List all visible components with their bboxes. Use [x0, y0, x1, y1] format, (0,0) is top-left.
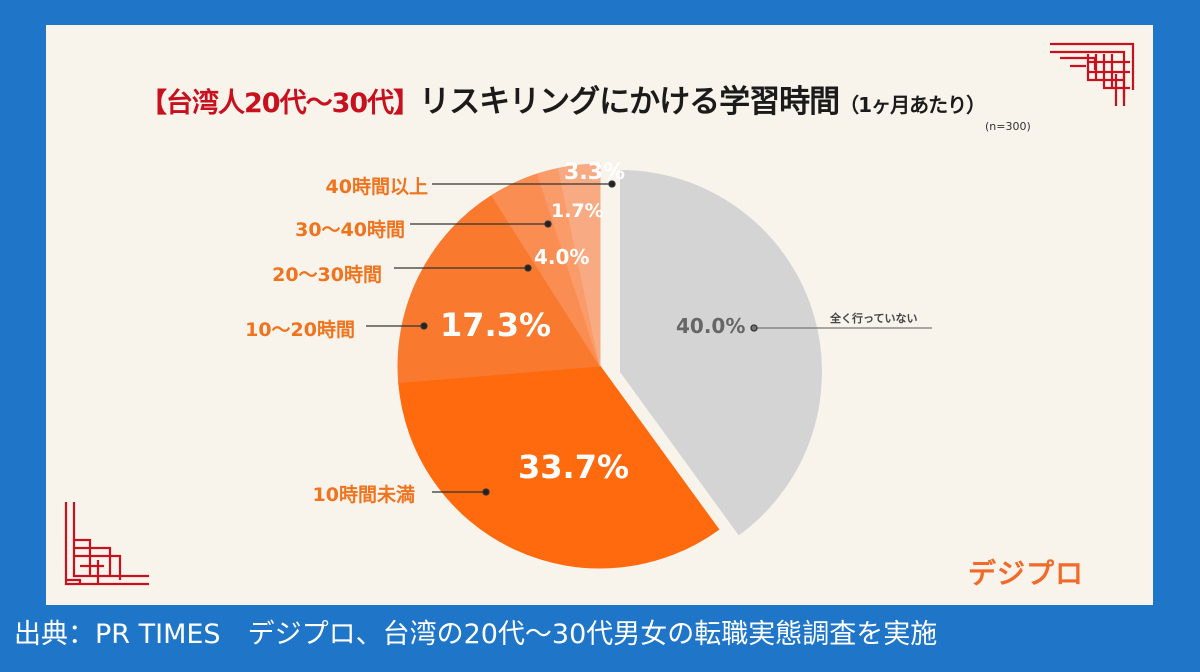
sample-size: (n=300)	[985, 120, 1031, 133]
leader-dot	[750, 324, 758, 332]
pct-40h-plus: 3.3%	[564, 160, 626, 185]
title-main: リスキリングにかける学習時間	[419, 84, 840, 120]
pct-20-30h: 4.0%	[534, 245, 590, 269]
label-under-10h: 10時間未満	[312, 484, 415, 506]
corner-ornament-top-right	[1050, 42, 1135, 106]
title-sub: （1ヶ月あたり）	[839, 93, 986, 117]
pct-none: 40.0%	[676, 314, 746, 338]
label-30-40h: 30〜40時間	[295, 219, 405, 241]
label-10-20h: 10〜20時間	[245, 319, 355, 341]
label-40h-plus: 40時間以上	[325, 176, 428, 198]
leader-dot	[420, 322, 428, 330]
title-bracket: 【台湾人20代〜30代】	[140, 88, 420, 119]
pie-slice-1	[398, 365, 720, 569]
pie-slice-0	[620, 170, 822, 536]
leader-dot	[482, 488, 490, 496]
corner-ornament-bottom-left	[64, 502, 149, 586]
source-caption: 出典：PR TIMES デジプロ、台湾の20代〜30代男女の転職実態調査を実施	[14, 619, 938, 650]
chart-title: 【台湾人20代〜30代】リスキリングにかける学習時間（1ヶ月あたり）	[140, 76, 986, 121]
pct-30-40h: 1.7%	[551, 200, 604, 222]
label-20-30h: 20〜30時間	[272, 264, 382, 286]
digipro-logo: デジプロ	[968, 557, 1085, 590]
leader-dot	[608, 180, 616, 188]
leader-dot	[544, 220, 552, 228]
pie-slice-2	[397, 194, 601, 384]
pct-under-10h: 33.7%	[518, 448, 630, 486]
leader-dot	[524, 264, 532, 272]
pie-slice-5	[557, 163, 601, 367]
pct-10-20h: 17.3%	[440, 306, 552, 344]
label-none: 全く行っていない	[830, 312, 918, 325]
